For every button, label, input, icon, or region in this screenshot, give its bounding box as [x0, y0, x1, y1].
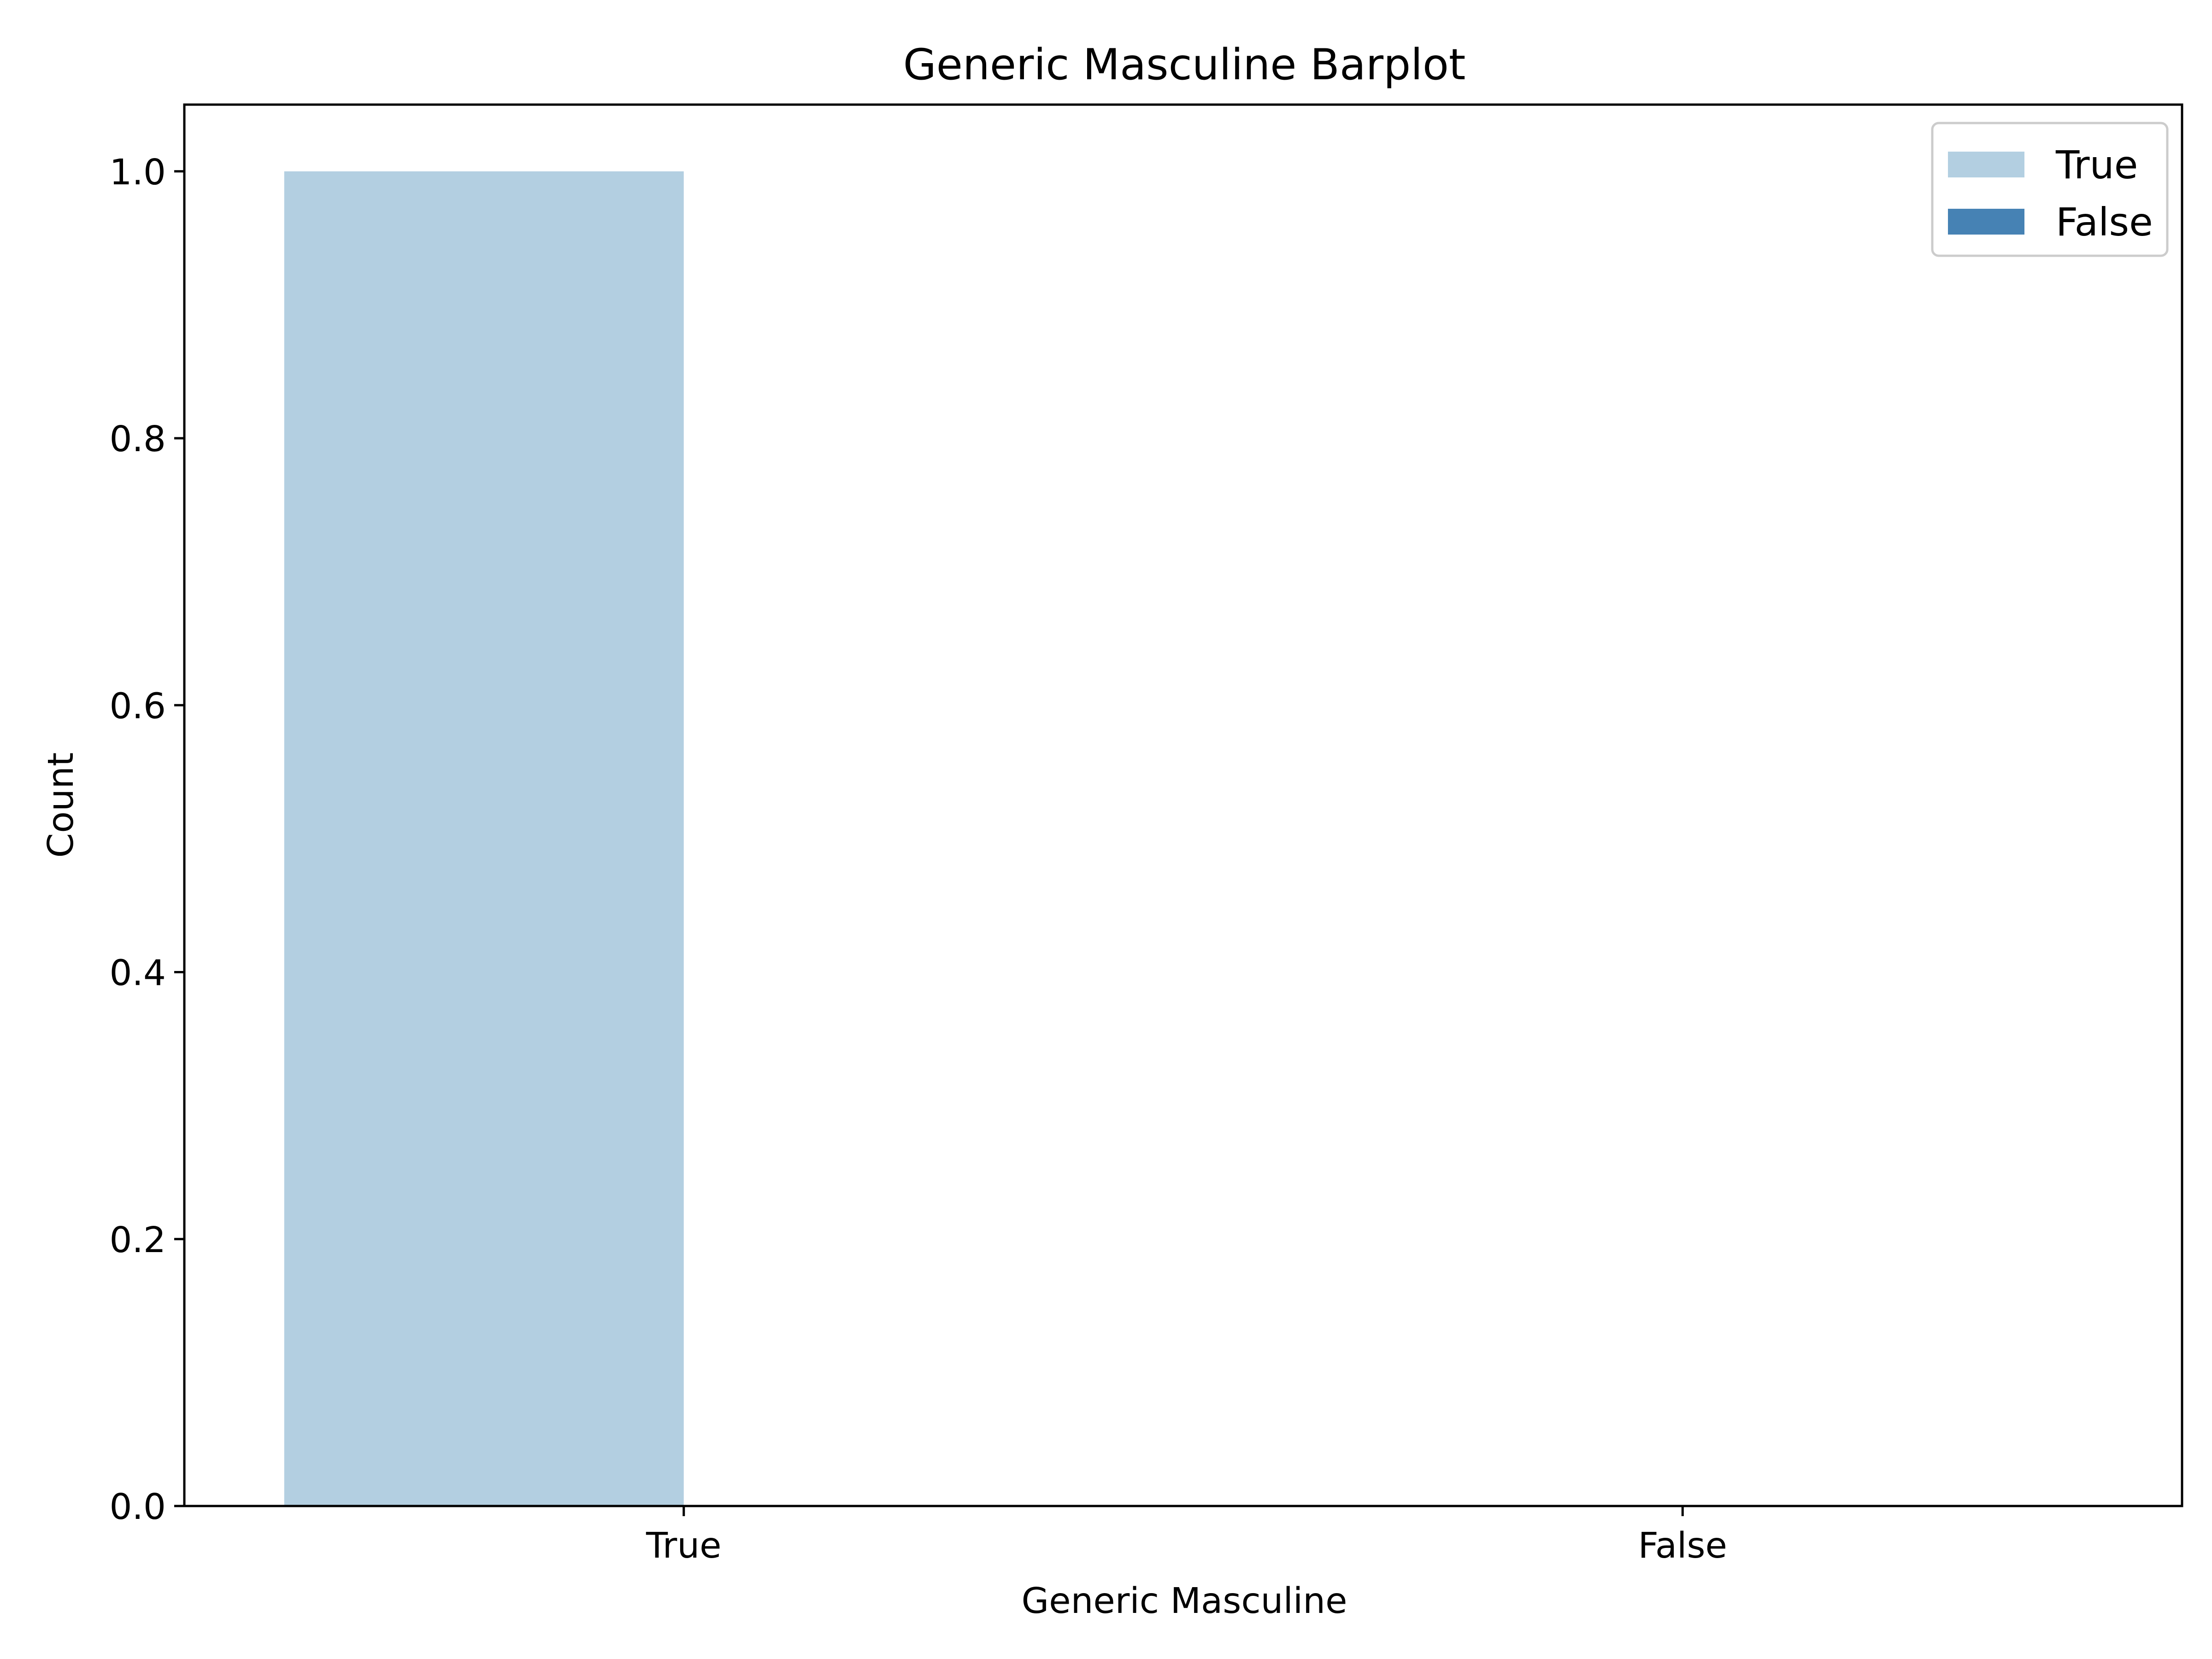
- chart-title: Generic Masculine Barplot: [903, 40, 1466, 89]
- plot-frame: [183, 103, 2183, 1507]
- x-tick-label: True: [646, 1525, 722, 1566]
- y-tick-label: 0.6: [110, 686, 166, 727]
- y-tick-label: 0.8: [110, 419, 166, 460]
- y-tick-label: 0.0: [110, 1487, 166, 1528]
- y-tick-label: 0.4: [110, 953, 166, 994]
- x-axis-label: Generic Masculine: [1022, 1581, 1347, 1622]
- y-axis: 0.0 0.2 0.4 0.6 0.8 1.0: [110, 152, 184, 1528]
- bar-true-true: [284, 171, 684, 1506]
- y-tick-label: 0.2: [110, 1220, 166, 1261]
- legend-label-true: True: [2055, 142, 2138, 188]
- bars-group: [284, 171, 684, 1506]
- legend-swatch-true: [1948, 152, 2024, 177]
- y-axis-label: Count: [41, 753, 82, 858]
- legend-swatch-false: [1948, 209, 2024, 235]
- x-tick-label: False: [1638, 1525, 1727, 1566]
- x-axis: True False: [646, 1506, 1727, 1566]
- legend-label-false: False: [2056, 200, 2153, 245]
- legend: True False: [1931, 122, 2169, 257]
- y-tick-label: 1.0: [110, 152, 166, 193]
